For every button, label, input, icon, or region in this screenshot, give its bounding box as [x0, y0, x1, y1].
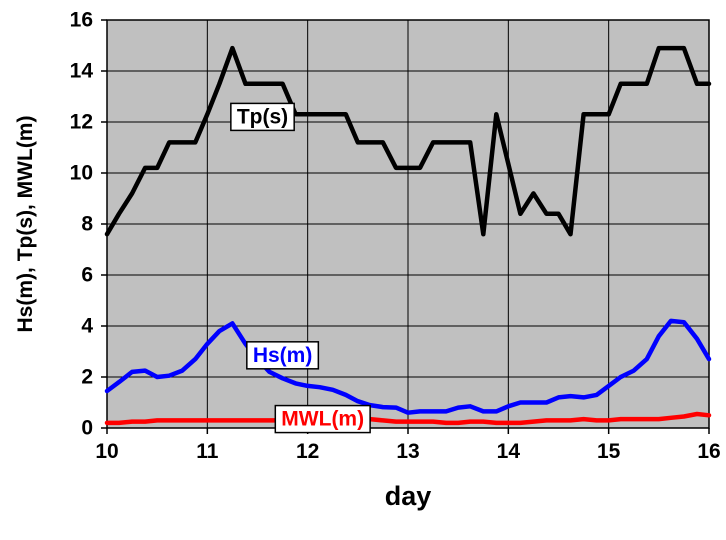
x-tick-label: 11	[196, 440, 219, 463]
series-label-text: Hs(m)	[253, 344, 313, 367]
y-tick-label: 16	[70, 9, 93, 32]
y-tick-label: 12	[70, 111, 93, 134]
series-line	[104, 45, 712, 237]
x-axis-title: day	[385, 481, 432, 511]
y-axis-title: Hs(m), Tp(s), MWL(m)	[14, 116, 37, 333]
series-label-box: Hs(m)	[246, 341, 320, 370]
y-tick-label: 14	[70, 60, 94, 83]
tick-labels: 0 2 4 6 8 10 12 14 16 10 11 12 13 14 15 16	[70, 9, 721, 464]
series-label-background	[246, 341, 320, 370]
y-tick-label: 10	[70, 162, 93, 185]
x-tick-label: 14	[497, 440, 521, 463]
series-label-box: Tp(s)	[230, 102, 295, 132]
x-tick-label: 16	[697, 440, 720, 463]
series-label-background	[274, 404, 371, 434]
x-tick-label: 15	[597, 440, 621, 463]
y-tick-label: 2	[81, 366, 93, 389]
series-line	[104, 318, 712, 415]
x-tick-label: 13	[396, 440, 419, 463]
y-tick-label: 8	[81, 213, 93, 236]
series-label-text: Tp(s)	[237, 105, 288, 128]
series-label-box: MWL(m)	[274, 404, 371, 434]
series-line	[104, 411, 712, 426]
x-tick-label: 12	[296, 440, 319, 463]
series-label-text: MWL(m)	[281, 408, 364, 431]
series-labels: Tp(s) Hs(m) MWL(m)	[230, 102, 371, 434]
y-tick-label: 4	[81, 315, 93, 338]
gridlines	[101, 19, 710, 434]
series-lines	[104, 45, 712, 426]
y-tick-label: 6	[81, 264, 93, 287]
plot-border	[106, 19, 710, 429]
series-label-background	[230, 102, 295, 132]
x-tick-label: 10	[95, 440, 118, 463]
y-tick-label: 0	[81, 417, 93, 440]
